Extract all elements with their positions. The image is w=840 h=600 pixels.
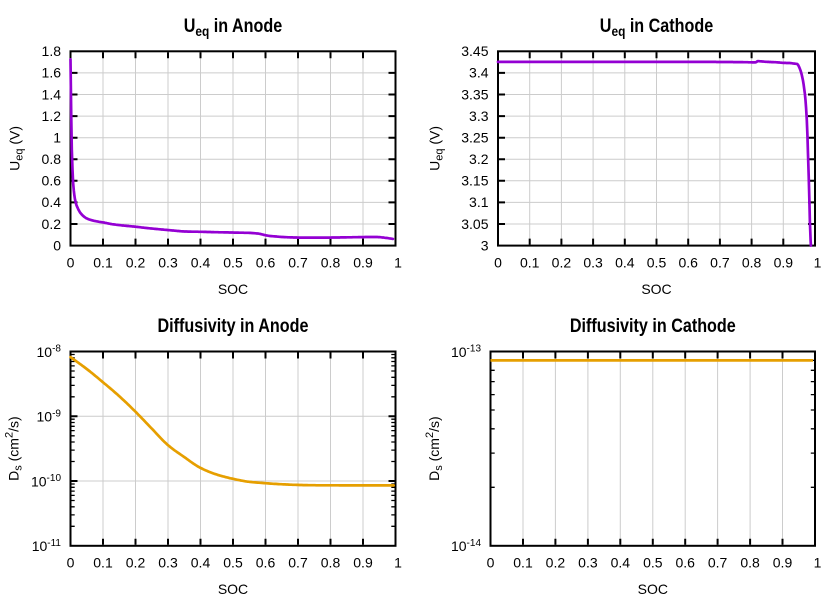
svg-text:0.6: 0.6 <box>256 254 276 270</box>
svg-text:SOC: SOC <box>641 281 671 297</box>
svg-text:1: 1 <box>814 555 822 571</box>
svg-text:0.3: 0.3 <box>578 555 598 571</box>
svg-text:1.2: 1.2 <box>42 108 62 124</box>
svg-text:3.25: 3.25 <box>461 130 488 146</box>
svg-text:0: 0 <box>494 254 502 270</box>
svg-text:0.5: 0.5 <box>643 555 663 571</box>
svg-text:Ueq in Cathode: Ueq in Cathode <box>600 15 714 39</box>
svg-text:3: 3 <box>481 237 489 253</box>
svg-text:0.9: 0.9 <box>353 254 373 270</box>
svg-text:0.9: 0.9 <box>353 555 373 571</box>
svg-text:SOC: SOC <box>638 581 668 597</box>
svg-text:3.15: 3.15 <box>461 173 488 189</box>
svg-text:0: 0 <box>67 555 75 571</box>
svg-text:0.8: 0.8 <box>740 555 760 571</box>
svg-text:0.2: 0.2 <box>126 555 146 571</box>
svg-text:0.7: 0.7 <box>710 254 730 270</box>
svg-text:0.6: 0.6 <box>256 555 276 571</box>
svg-text:0.2: 0.2 <box>552 254 572 270</box>
svg-text:1: 1 <box>53 130 61 146</box>
svg-text:0.8: 0.8 <box>742 254 762 270</box>
svg-text:0.1: 0.1 <box>93 254 113 270</box>
svg-text:0.5: 0.5 <box>647 254 667 270</box>
svg-text:3.35: 3.35 <box>461 86 488 102</box>
svg-text:0.1: 0.1 <box>520 254 540 270</box>
svg-text:0.2: 0.2 <box>42 216 62 232</box>
svg-text:1.4: 1.4 <box>42 86 62 102</box>
svg-text:1: 1 <box>814 254 822 270</box>
svg-text:0.8: 0.8 <box>321 555 341 571</box>
svg-text:0.7: 0.7 <box>288 254 308 270</box>
svg-text:3.4: 3.4 <box>469 65 489 81</box>
svg-text:0.3: 0.3 <box>158 555 178 571</box>
svg-text:0.4: 0.4 <box>615 254 635 270</box>
svg-text:0.5: 0.5 <box>223 555 243 571</box>
svg-text:0.2: 0.2 <box>546 555 566 571</box>
svg-text:Diffusivity in Anode: Diffusivity in Anode <box>158 315 309 337</box>
svg-text:1: 1 <box>394 254 402 270</box>
svg-text:0.6: 0.6 <box>678 254 698 270</box>
svg-text:0.1: 0.1 <box>513 555 533 571</box>
svg-text:Ds (cm2/s): Ds (cm2/s) <box>4 416 25 481</box>
svg-text:SOC: SOC <box>218 581 248 597</box>
svg-text:SOC: SOC <box>218 281 248 297</box>
svg-text:0.4: 0.4 <box>611 555 631 571</box>
svg-text:0.8: 0.8 <box>321 254 341 270</box>
svg-text:1.6: 1.6 <box>42 65 62 81</box>
svg-text:0.4: 0.4 <box>191 254 211 270</box>
svg-text:3.2: 3.2 <box>469 151 489 167</box>
svg-text:0.7: 0.7 <box>708 555 728 571</box>
svg-text:Diffusivity in Cathode: Diffusivity in Cathode <box>570 315 736 337</box>
svg-text:Ueq in Anode: Ueq in Anode <box>184 15 283 39</box>
svg-text:0.3: 0.3 <box>583 254 603 270</box>
svg-text:0.6: 0.6 <box>675 555 695 571</box>
svg-text:0.4: 0.4 <box>191 555 211 571</box>
svg-text:0.8: 0.8 <box>42 151 62 167</box>
svg-text:0.5: 0.5 <box>223 254 243 270</box>
svg-text:0.1: 0.1 <box>93 555 113 571</box>
svg-text:1.8: 1.8 <box>42 43 62 59</box>
svg-text:3.45: 3.45 <box>461 43 488 59</box>
svg-text:0.2: 0.2 <box>126 254 146 270</box>
svg-text:3.3: 3.3 <box>469 108 489 124</box>
svg-text:0.7: 0.7 <box>288 555 308 571</box>
svg-text:Ds (cm2/s): Ds (cm2/s) <box>424 416 445 481</box>
svg-text:0.6: 0.6 <box>42 173 62 189</box>
svg-text:0.3: 0.3 <box>158 254 178 270</box>
svg-text:0.4: 0.4 <box>42 194 62 210</box>
svg-text:0.9: 0.9 <box>774 254 794 270</box>
svg-text:1: 1 <box>394 555 402 571</box>
svg-text:0: 0 <box>67 254 75 270</box>
svg-text:3.1: 3.1 <box>469 194 489 210</box>
svg-text:0: 0 <box>487 555 495 571</box>
svg-text:3.05: 3.05 <box>461 216 488 232</box>
svg-text:0: 0 <box>53 237 61 253</box>
svg-text:0.9: 0.9 <box>773 555 793 571</box>
